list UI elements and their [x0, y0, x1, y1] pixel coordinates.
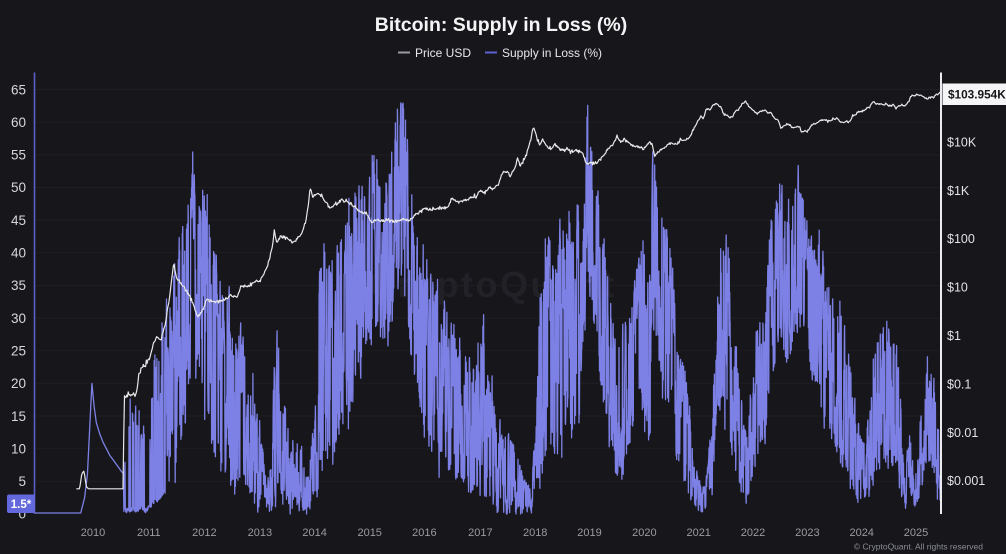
svg-text:2015: 2015: [357, 527, 381, 539]
svg-text:Bitcoin: Supply in Loss (%): Bitcoin: Supply in Loss (%): [375, 14, 627, 36]
svg-text:$1K: $1K: [947, 184, 970, 198]
svg-text:$0.001: $0.001: [947, 474, 985, 488]
svg-text:Supply in Loss (%): Supply in Loss (%): [502, 46, 602, 60]
svg-text:2013: 2013: [248, 527, 272, 539]
svg-text:2025: 2025: [904, 527, 928, 539]
svg-text:60: 60: [11, 115, 26, 130]
svg-text:Price USD: Price USD: [415, 46, 471, 60]
svg-text:$0.1: $0.1: [947, 377, 971, 391]
svg-text:$103.954K: $103.954K: [948, 88, 1006, 102]
svg-text:2021: 2021: [686, 527, 710, 539]
svg-text:$10K: $10K: [947, 135, 977, 149]
svg-text:2023: 2023: [795, 527, 819, 539]
svg-text:2011: 2011: [137, 527, 161, 539]
svg-text:40: 40: [11, 246, 26, 261]
svg-text:30: 30: [11, 311, 26, 326]
svg-text:2016: 2016: [412, 527, 436, 539]
svg-text:2014: 2014: [302, 527, 326, 539]
svg-text:2020: 2020: [632, 527, 656, 539]
svg-text:2022: 2022: [741, 527, 765, 539]
svg-text:45: 45: [11, 213, 26, 228]
svg-text:$100: $100: [947, 232, 975, 246]
svg-text:$1: $1: [947, 329, 961, 343]
svg-text:2012: 2012: [192, 527, 216, 539]
svg-text:25: 25: [11, 343, 26, 358]
svg-text:55: 55: [11, 148, 26, 163]
svg-text:35: 35: [11, 278, 26, 293]
svg-text:0: 0: [18, 507, 26, 522]
svg-text:15: 15: [11, 409, 26, 424]
svg-text:2024: 2024: [849, 527, 873, 539]
svg-text:20: 20: [11, 376, 26, 391]
svg-text:65: 65: [11, 82, 26, 97]
svg-text:1.5*: 1.5*: [11, 499, 32, 511]
svg-text:50: 50: [11, 180, 26, 195]
svg-text:© CryptoQuant. All rights rese: © CryptoQuant. All rights reserved: [854, 542, 983, 552]
svg-text:$0.01: $0.01: [947, 426, 978, 440]
svg-text:2017: 2017: [468, 527, 492, 539]
svg-text:CryptoQuant: CryptoQuant: [369, 264, 617, 305]
svg-text:$10: $10: [947, 281, 968, 295]
svg-text:2010: 2010: [81, 527, 105, 539]
svg-text:5: 5: [18, 474, 26, 489]
svg-text:2019: 2019: [577, 527, 601, 539]
svg-text:2018: 2018: [523, 527, 547, 539]
svg-text:10: 10: [11, 441, 26, 456]
